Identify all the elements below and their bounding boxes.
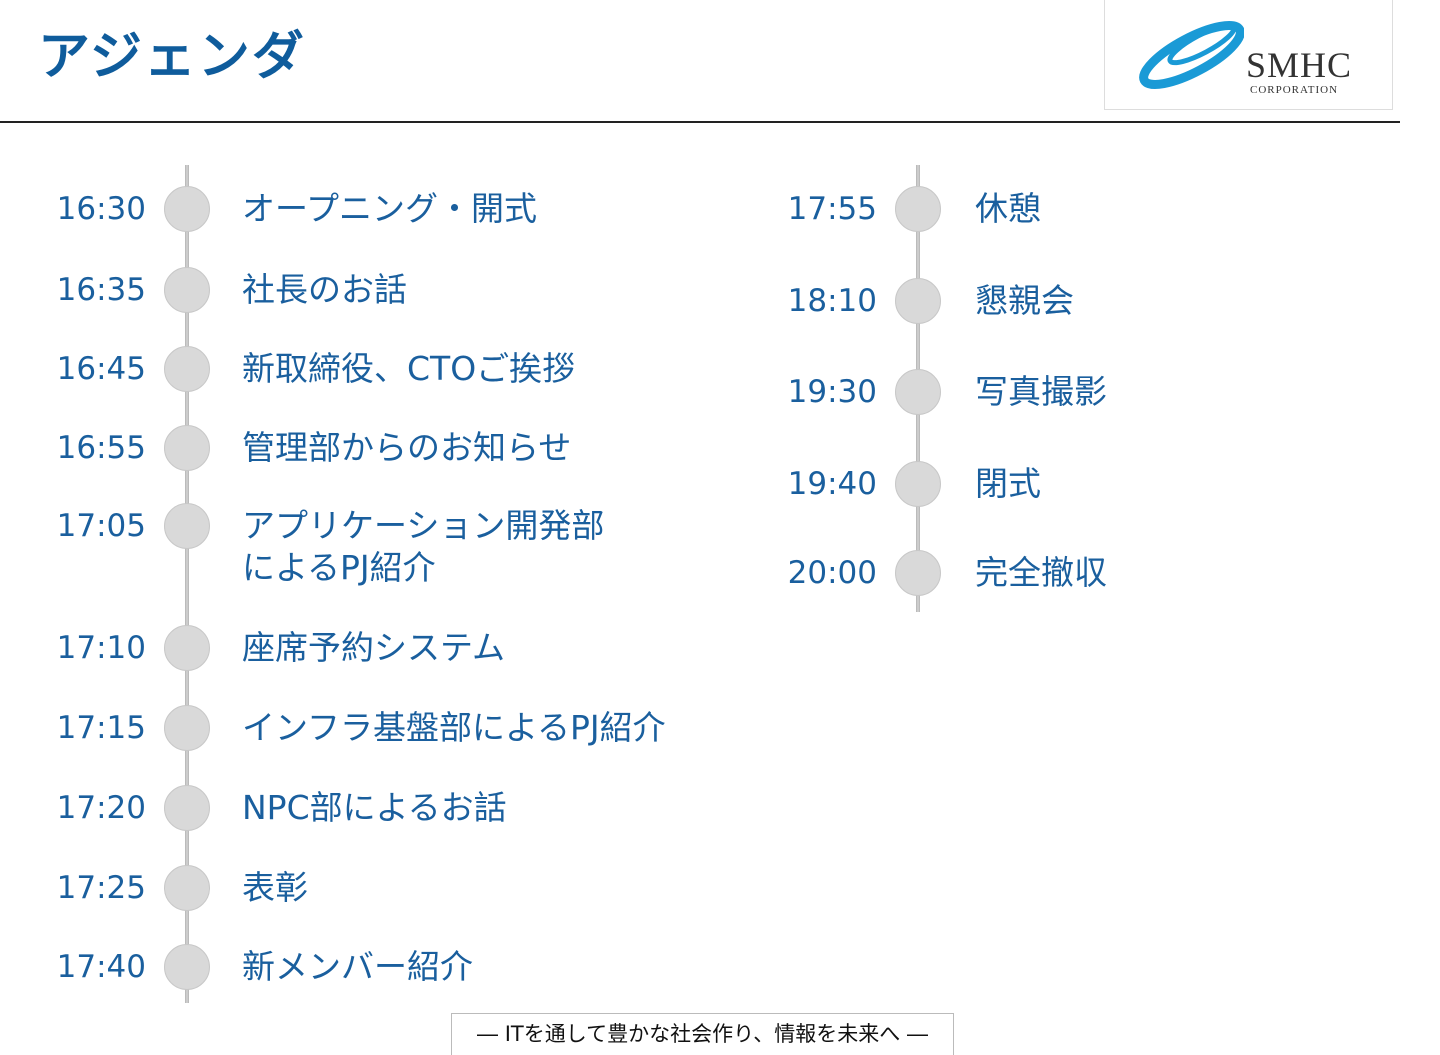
agenda-label: 閉式 [975,464,1041,503]
logo-swirl-icon [1139,21,1244,89]
timeline-dot-icon [895,186,941,232]
agenda-time: 16:35 [56,272,146,308]
timeline-dot-icon [164,267,210,313]
company-logo [1104,0,1393,110]
agenda-time: 16:30 [56,191,146,227]
timeline-dot-icon [164,503,210,549]
timeline-dot-icon [164,625,210,671]
agenda-label: アプリケーション開発部 によるPJ紹介 [242,506,605,587]
agenda-label: NPC部によるお話 [242,788,507,827]
agenda-time: 17:55 [787,191,877,227]
logo-subtitle: CORPORATION [1250,84,1339,96]
agenda-label: 管理部からのお知らせ [242,428,572,467]
logo-name: SMHC [1246,45,1353,85]
page-title: アジェンダ [38,27,306,87]
agenda-label: 休憩 [975,189,1041,228]
agenda-time: 16:45 [56,351,146,387]
timeline-dot-icon [164,425,210,471]
agenda-time: 19:40 [787,466,877,502]
timeline-dot-icon [164,186,210,232]
timeline-dot-icon [895,550,941,596]
agenda-time: 17:20 [56,790,146,826]
timeline-dot-icon [895,461,941,507]
timeline-dot-icon [164,785,210,831]
timeline-dot-icon [164,865,210,911]
timeline-dot-icon [164,346,210,392]
agenda-label: 表彰 [242,868,308,907]
agenda-time: 19:30 [787,374,877,410]
agenda-label: 新取締役、CTOご挨拶 [242,349,576,388]
agenda-label: 新メンバー紹介 [242,947,473,986]
agenda-time: 17:25 [56,870,146,906]
agenda-time: 18:10 [787,283,877,319]
agenda-time: 17:10 [56,630,146,666]
agenda-time: 17:05 [56,508,146,544]
agenda-label: オープニング・開式 [242,189,538,228]
header-divider [0,121,1400,123]
agenda-label: 完全撤収 [975,553,1107,592]
agenda-label: インフラ基盤部によるPJ紹介 [242,708,666,747]
timeline-dot-icon [895,369,941,415]
timeline-dot-icon [895,278,941,324]
agenda-time: 20:00 [787,555,877,591]
agenda-label: 写真撮影 [975,372,1107,411]
timeline-dot-icon [164,944,210,990]
agenda-time: 16:55 [56,430,146,466]
agenda-label: 社長のお話 [242,270,407,309]
timeline-line-left [185,165,189,1003]
agenda-label: 座席予約システム [242,628,506,667]
agenda-label: 懇親会 [975,281,1074,320]
timeline-dot-icon [164,705,210,751]
footer-slogan: ― ITを通して豊かな社会作り、情報を未来へ ― [451,1013,954,1055]
agenda-time: 17:40 [56,949,146,985]
agenda-time: 17:15 [56,710,146,746]
